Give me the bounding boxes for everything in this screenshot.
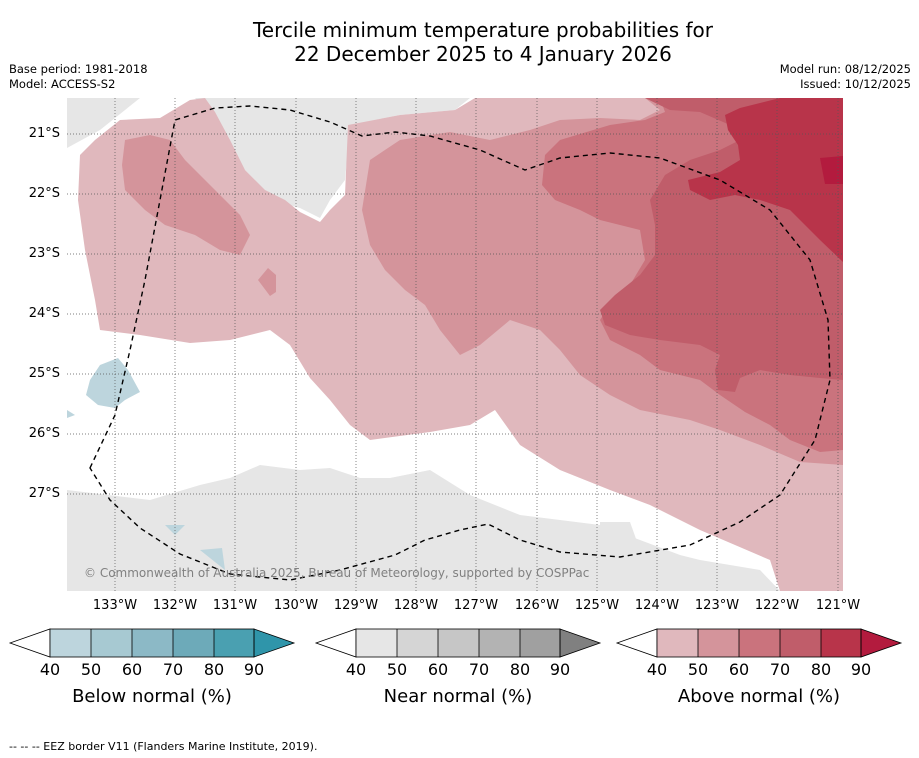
lon-label-121w: 121°W bbox=[815, 598, 861, 613]
lon-label-132w: 132°W bbox=[152, 598, 198, 613]
above-normal-80-90-spot bbox=[820, 156, 843, 184]
cbar-near-tick: 50 bbox=[386, 660, 408, 679]
cbar-above-label: Above normal (%) bbox=[677, 686, 841, 707]
map-area bbox=[67, 98, 843, 591]
cbar-above-tick: 90 bbox=[850, 660, 872, 679]
eez-border bbox=[89, 105, 831, 581]
cbar-near-max-arrow bbox=[559, 628, 602, 658]
cbar-near-bin-4 bbox=[479, 629, 520, 657]
lon-label-125w: 125°W bbox=[574, 598, 620, 613]
lon-label-123w: 123°W bbox=[694, 598, 740, 613]
gridlines bbox=[67, 98, 843, 591]
lat-label-26s: 26°S bbox=[28, 426, 60, 441]
above-normal-80-90 bbox=[688, 98, 843, 262]
cbar-below-tick: 90 bbox=[243, 660, 265, 679]
lon-label-127w: 127°W bbox=[453, 598, 499, 613]
lon-label-131w: 131°W bbox=[212, 598, 258, 613]
cbar-near-tick: 40 bbox=[345, 660, 367, 679]
cbar-near-tick: 70 bbox=[468, 660, 490, 679]
above-normal-50-60-dot bbox=[258, 268, 276, 296]
cbar-below-bin-1 bbox=[50, 629, 91, 657]
model-name: Model: ACCESS-S2 bbox=[9, 77, 116, 91]
lat-label-25s: 25°S bbox=[28, 366, 60, 381]
cbar-below-tick: 60 bbox=[121, 660, 143, 679]
cbar-above-bin-4 bbox=[780, 629, 821, 657]
model-run: Model run: 08/12/2025 bbox=[779, 62, 911, 76]
cbar-below-tick: 80 bbox=[203, 660, 225, 679]
cbar-above-bin-5 bbox=[821, 629, 861, 657]
above-normal-50-60-west bbox=[122, 135, 250, 255]
cbar-below-max-arrow bbox=[253, 628, 296, 658]
near-normal-patch-se bbox=[600, 522, 690, 591]
lat-label-24s: 24°S bbox=[28, 306, 60, 321]
cbar-above-tick: 70 bbox=[769, 660, 791, 679]
cbar-above-tick: 60 bbox=[728, 660, 750, 679]
lat-label-22s: 22°S bbox=[28, 186, 60, 201]
cbar-below-label: Below normal (%) bbox=[72, 686, 232, 707]
below-normal-patch-west bbox=[86, 358, 140, 408]
cbar-above-tick: 50 bbox=[687, 660, 709, 679]
near-normal-region-south bbox=[67, 465, 780, 591]
eez-footnote: -- -- -- EEZ border V11 (Flanders Marine… bbox=[9, 740, 318, 753]
cbar-below-bin-4 bbox=[173, 629, 214, 657]
meta-right: Model run: 08/12/2025 Issued: 10/12/2025 bbox=[780, 62, 911, 92]
cbar-below-bin-2 bbox=[91, 629, 132, 657]
base-period: Base period: 1981-2018 bbox=[9, 62, 148, 76]
cbar-below-tick: 50 bbox=[80, 660, 102, 679]
cbar-below-tick: 40 bbox=[39, 660, 61, 679]
colorbar-below bbox=[8, 628, 296, 658]
lat-label-23s: 23°S bbox=[28, 246, 60, 261]
lon-label-128w: 128°W bbox=[393, 598, 439, 613]
cbar-near-bin-5 bbox=[520, 629, 560, 657]
cbar-above-bin-1 bbox=[657, 629, 698, 657]
title-line-1: Tercile minimum temperature probabilitie… bbox=[252, 18, 714, 42]
lon-label-126w: 126°W bbox=[514, 598, 560, 613]
lon-label-129w: 129°W bbox=[333, 598, 379, 613]
near-normal-region-north bbox=[67, 98, 470, 218]
below-normal-patch-edge bbox=[67, 410, 75, 418]
cbar-above-tick: 40 bbox=[646, 660, 668, 679]
cbar-above-bin-3 bbox=[739, 629, 780, 657]
lon-label-133w: 133°W bbox=[92, 598, 138, 613]
cbar-above-max-arrow bbox=[860, 628, 903, 658]
colorbar-near bbox=[314, 628, 602, 658]
lat-label-27s: 27°S bbox=[28, 486, 60, 501]
cbar-near-label: Near normal (%) bbox=[383, 686, 533, 707]
meta-left: Base period: 1981-2018 Model: ACCESS-S2 bbox=[9, 62, 148, 92]
copyright-notice: © Commonwealth of Australia 2025, Bureau… bbox=[84, 566, 590, 580]
cbar-near-tick: 60 bbox=[427, 660, 449, 679]
chart-title: Tercile minimum temperature probabilitie… bbox=[0, 18, 919, 66]
colorbar-above bbox=[615, 628, 903, 658]
cbar-below-bin-3 bbox=[132, 629, 173, 657]
cbar-near-bin-1 bbox=[356, 629, 397, 657]
cbar-near-tick: 90 bbox=[549, 660, 571, 679]
cbar-near-bin-2 bbox=[397, 629, 438, 657]
cbar-above-bin-2 bbox=[698, 629, 739, 657]
cbar-above-min-arrow bbox=[615, 628, 658, 658]
cbar-near-bin-3 bbox=[438, 629, 479, 657]
issued-date: Issued: 10/12/2025 bbox=[800, 77, 911, 91]
lon-label-122w: 122°W bbox=[754, 598, 800, 613]
lon-label-130w: 130°W bbox=[273, 598, 319, 613]
cbar-below-min-arrow bbox=[8, 628, 51, 658]
title-line-2: 22 December 2025 to 4 January 2026 bbox=[294, 42, 672, 66]
lon-label-124w: 124°W bbox=[634, 598, 680, 613]
cbar-near-min-arrow bbox=[314, 628, 357, 658]
below-normal-patch-south2 bbox=[200, 548, 225, 570]
cbar-near-tick: 80 bbox=[509, 660, 531, 679]
cbar-below-bin-5 bbox=[214, 629, 254, 657]
lat-label-21s: 21°S bbox=[28, 126, 60, 141]
cbar-below-tick: 70 bbox=[162, 660, 184, 679]
cbar-above-tick: 80 bbox=[810, 660, 832, 679]
